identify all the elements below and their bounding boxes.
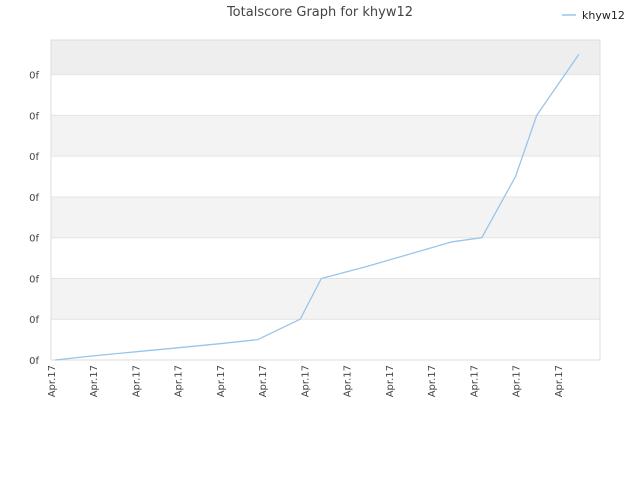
x-tick-label: Apr.17 <box>427 365 438 397</box>
x-tick-label: Apr.17 <box>47 365 58 397</box>
legend-label-khyw12: khyw12 <box>582 9 625 22</box>
x-tick-label: Apr.17 <box>89 365 100 397</box>
grid-band <box>51 156 600 197</box>
chart-title: Totalscore Graph for khyw12 <box>226 5 413 20</box>
y-tick-label: 0f <box>29 234 39 245</box>
y-tick-label: 0f <box>29 315 39 326</box>
x-tick-label: Apr.17 <box>131 365 142 397</box>
x-tick-label: Apr.17 <box>258 365 269 397</box>
grid-band <box>51 196 600 238</box>
series-line-khyw12 <box>55 53 580 361</box>
y-tick-label: 0f <box>29 71 39 82</box>
grid-band <box>51 115 600 157</box>
x-tick-label: Apr.17 <box>216 365 227 397</box>
grid-band <box>51 237 600 279</box>
grid-band <box>51 319 600 360</box>
y-tick-label: 0f <box>29 193 39 204</box>
x-tick-label: Apr.17 <box>469 365 480 397</box>
plot-area <box>50 39 601 361</box>
x-tick-label: Apr.17 <box>343 365 354 397</box>
series-layer <box>55 53 580 361</box>
grid-band <box>51 278 600 320</box>
x-tick-label: Apr.17 <box>554 365 565 397</box>
y-tick-label: 0f <box>29 356 39 367</box>
x-tick-label: Apr.17 <box>385 365 396 397</box>
y-tick-label: 0f <box>29 152 39 163</box>
y-axis-tick-labels: 0f 0f 0f 0f 0f 0f 0f 0f <box>29 71 39 367</box>
grid-band <box>51 40 600 75</box>
x-tick-label: Apr.17 <box>512 365 523 397</box>
x-axis-tick-labels: Apr.17 Apr.17 Apr.17 Apr.17 Apr.17 Apr.17 Apr.… <box>47 365 565 397</box>
x-tick-label: Apr.17 <box>174 365 185 397</box>
grid-band <box>51 74 600 116</box>
y-tick-label: 0f <box>29 111 39 122</box>
x-tick-label: Apr.17 <box>300 365 311 397</box>
y-tick-label: 0f <box>29 274 39 285</box>
plot-bands <box>51 40 600 361</box>
legend: khyw12 <box>562 9 625 22</box>
